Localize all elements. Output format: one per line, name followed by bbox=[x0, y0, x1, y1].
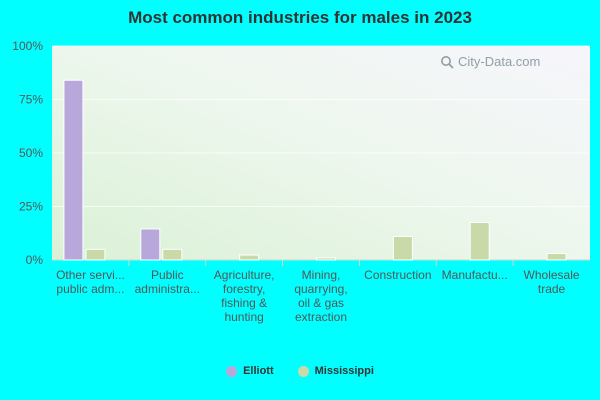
watermark: City-Data.com bbox=[440, 54, 540, 69]
x-category-label: Agriculture, forestry, fishing & hunting bbox=[213, 268, 275, 324]
bar-mississippi[interactable] bbox=[392, 235, 413, 261]
legend: Elliott Mississippi bbox=[0, 365, 600, 377]
y-tick-label: 0% bbox=[26, 253, 44, 267]
y-tick-label: 75% bbox=[19, 93, 43, 107]
chart-title: Most common industries for males in 2023 bbox=[128, 8, 472, 27]
bar-mississippi[interactable] bbox=[469, 222, 490, 261]
y-tick-label: 25% bbox=[19, 200, 43, 214]
y-tick-label: 100% bbox=[12, 39, 43, 53]
watermark-text: City-Data.com bbox=[458, 54, 541, 69]
x-category-label: Construction bbox=[364, 268, 432, 282]
legend-swatch-mississippi bbox=[297, 365, 309, 377]
x-category-label: Public administra... bbox=[134, 268, 200, 296]
bar-elliott[interactable] bbox=[140, 228, 161, 261]
bar-mississippi[interactable] bbox=[85, 248, 106, 261]
bar-mississippi[interactable] bbox=[162, 248, 183, 261]
x-category-label: Wholesale trade bbox=[523, 268, 580, 296]
x-category-label: Other servi... public adm... bbox=[56, 268, 125, 296]
magnifier-icon bbox=[441, 55, 454, 69]
legend-label-elliott: Elliott bbox=[243, 365, 274, 377]
bar-mississippi[interactable] bbox=[239, 254, 260, 261]
bar-mississippi[interactable] bbox=[316, 257, 336, 261]
legend-item-mississippi[interactable]: Mississippi bbox=[297, 365, 374, 377]
y-tick-label: 50% bbox=[19, 146, 43, 160]
x-category-label: Manufactu... bbox=[441, 268, 508, 282]
legend-swatch-elliott bbox=[226, 365, 238, 377]
legend-item-elliott[interactable]: Elliott bbox=[226, 365, 274, 377]
legend-label-mississippi: Mississippi bbox=[314, 365, 374, 377]
bar-elliott[interactable] bbox=[63, 79, 84, 261]
x-category-label: Mining, quarrying, oil & gas extraction bbox=[294, 268, 348, 324]
bar-mississippi[interactable] bbox=[546, 253, 567, 261]
